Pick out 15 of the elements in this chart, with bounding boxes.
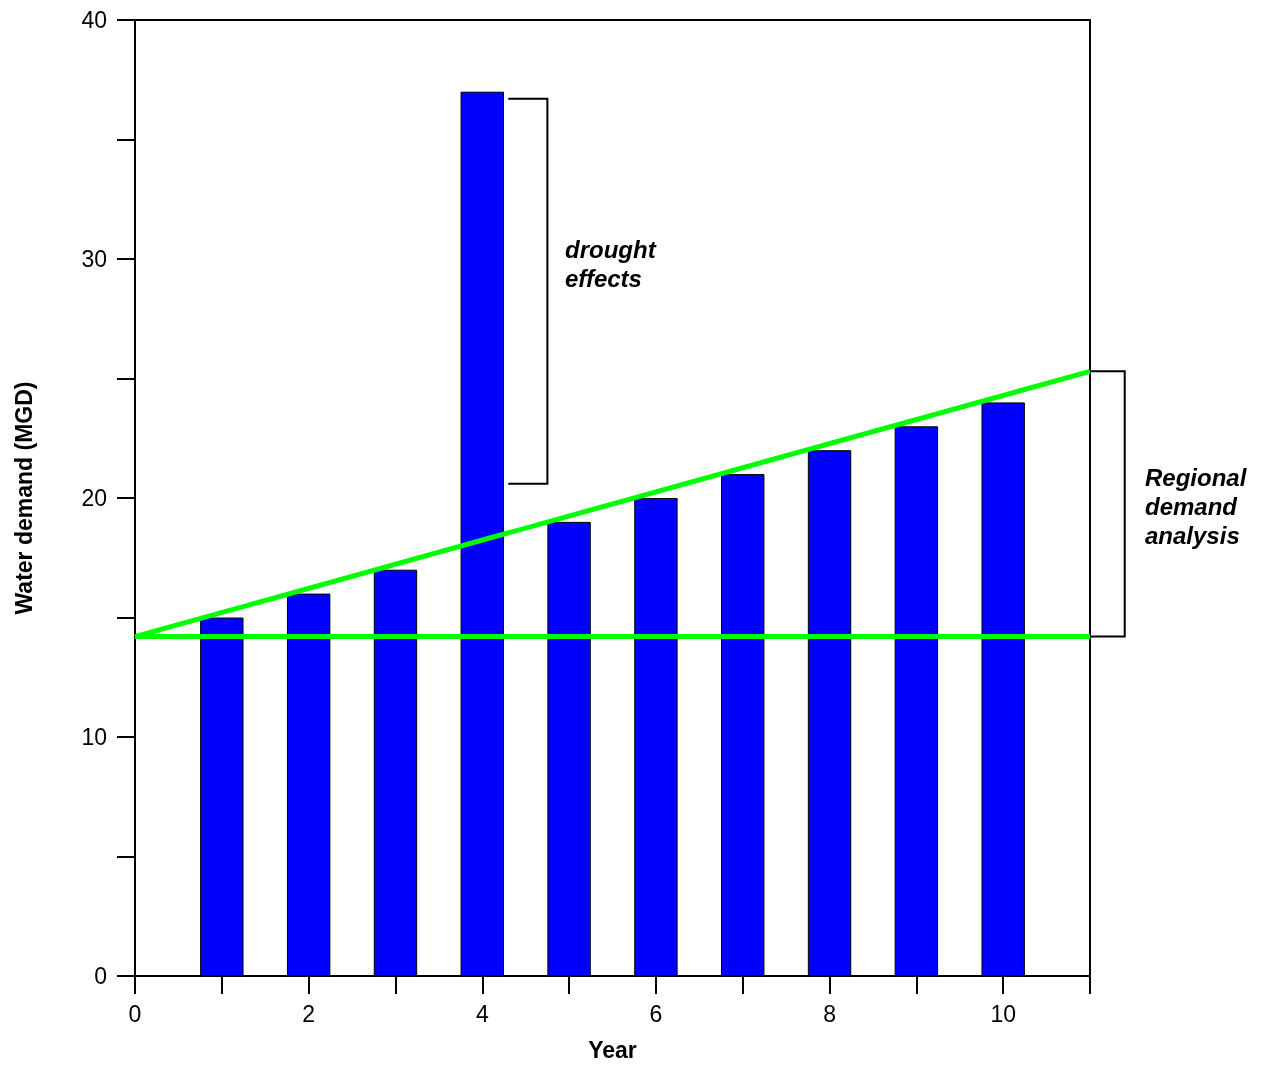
y-tick-label: 40	[81, 7, 107, 33]
x-tick-label: 6	[649, 1000, 663, 1027]
y-tick-label: 10	[81, 724, 107, 750]
text: Regional demand analysis	[1145, 464, 1254, 549]
x-axis-title: Year	[588, 1036, 637, 1063]
y-tick-label: 30	[81, 246, 107, 272]
x-tick-label: 8	[823, 1000, 836, 1027]
y-axis-title: Water demand (MGD)	[10, 381, 37, 615]
x-tick-label: 10	[990, 1000, 1016, 1027]
x-tick-label: 0	[128, 1000, 142, 1027]
y-tick-label: 0	[94, 963, 107, 989]
x-tick-label: 4	[475, 1000, 489, 1027]
annotation: drought effects	[565, 236, 663, 292]
y-tick-label: 20	[81, 485, 107, 511]
x-tick-label: 2	[302, 1000, 316, 1027]
